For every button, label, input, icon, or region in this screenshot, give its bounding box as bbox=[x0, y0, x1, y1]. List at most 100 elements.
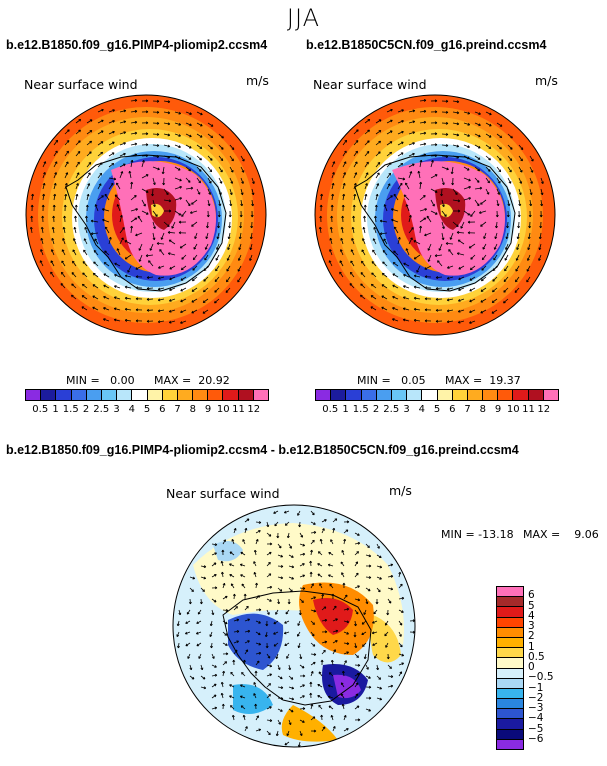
wind-vector-head bbox=[457, 199, 461, 203]
wind-vector bbox=[469, 298, 476, 302]
wind-vector-head bbox=[30, 215, 34, 219]
wind-vector bbox=[340, 693, 345, 699]
wind-vector-head bbox=[101, 119, 104, 123]
wind-vector bbox=[240, 166, 245, 173]
wind-vector-head bbox=[403, 194, 407, 198]
wind-vector-head bbox=[250, 225, 254, 229]
wind-vector-head bbox=[75, 193, 79, 197]
wind-vector-head bbox=[134, 217, 138, 221]
wind-vector-head bbox=[286, 656, 289, 659]
wind-vector-head bbox=[456, 133, 460, 137]
wind-vector bbox=[376, 664, 379, 670]
wind-vector-head bbox=[227, 236, 231, 240]
wind-vector-head bbox=[284, 621, 287, 624]
wind-vector-head bbox=[324, 640, 328, 644]
wind-vector bbox=[277, 576, 283, 579]
wind-vector-head bbox=[103, 273, 107, 277]
wind-vector-head bbox=[363, 215, 367, 219]
wind-vector-head bbox=[189, 123, 192, 127]
wind-vector-head bbox=[179, 197, 183, 200]
wind-speed-region bbox=[281, 705, 338, 742]
wind-vector-head bbox=[155, 214, 158, 217]
wind-vector bbox=[437, 260, 443, 267]
wind-vector bbox=[83, 249, 88, 256]
wind-vector-head bbox=[387, 183, 391, 186]
wind-vector-head bbox=[480, 289, 484, 292]
wind-vector-head bbox=[83, 238, 87, 241]
wind-vector-head bbox=[224, 633, 228, 636]
wind-vector-head bbox=[218, 203, 222, 207]
wind-vector-head bbox=[244, 527, 248, 531]
wind-vector-head bbox=[167, 224, 170, 228]
wind-vector-head bbox=[361, 621, 365, 625]
wind-vector bbox=[375, 140, 381, 146]
wind-vector bbox=[342, 161, 347, 168]
wind-vector bbox=[364, 215, 366, 223]
wind-vector-head bbox=[378, 677, 382, 680]
wind-vector bbox=[418, 171, 421, 179]
map-boundary bbox=[25, 94, 267, 336]
colorbar-tick-label: 6 bbox=[159, 404, 166, 415]
wind-vector bbox=[189, 664, 192, 670]
wind-vector bbox=[299, 664, 305, 669]
wind-vector bbox=[364, 183, 368, 190]
wind-vector bbox=[141, 188, 149, 193]
wind-vector bbox=[398, 583, 403, 589]
wind-vector bbox=[273, 631, 279, 635]
wind-vector bbox=[229, 144, 235, 150]
wind-vector-head bbox=[320, 659, 324, 663]
wind-vector bbox=[318, 551, 323, 556]
wind-vector bbox=[119, 237, 124, 245]
wind-vector-head bbox=[451, 182, 455, 186]
wind-vector bbox=[181, 265, 187, 271]
wind-vector bbox=[177, 642, 180, 649]
wind-vector bbox=[163, 122, 170, 125]
wind-vector bbox=[398, 572, 401, 578]
wind-vector-head bbox=[123, 142, 126, 145]
wind-vector bbox=[331, 172, 335, 179]
wind-vector bbox=[394, 226, 399, 234]
wind-vector-head bbox=[277, 601, 281, 605]
wind-vector bbox=[137, 215, 143, 223]
wind-vector-head bbox=[457, 239, 461, 243]
wind-vector-head bbox=[219, 181, 223, 184]
wind-vector bbox=[196, 133, 203, 138]
wind-vector-head bbox=[416, 270, 419, 273]
wind-vector bbox=[217, 232, 220, 239]
wind-vector bbox=[365, 664, 369, 670]
wind-vector bbox=[527, 243, 531, 250]
wind-vector bbox=[310, 531, 317, 534]
wind-vector bbox=[329, 238, 333, 245]
wind-vector-head bbox=[124, 318, 128, 322]
wind-vector bbox=[63, 227, 66, 234]
wind-vector bbox=[185, 111, 192, 115]
wind-vector-head bbox=[383, 204, 387, 207]
wind-vector bbox=[299, 532, 303, 538]
wind-vector bbox=[371, 272, 377, 278]
wind-vector bbox=[419, 208, 427, 212]
wind-vector bbox=[463, 144, 470, 148]
wind-vector-head bbox=[328, 574, 331, 578]
wind-vector-head bbox=[399, 671, 403, 674]
wind-vector-head bbox=[376, 667, 380, 671]
wind-vector bbox=[288, 565, 294, 568]
wind-vector-head bbox=[361, 260, 364, 264]
wind-vector bbox=[397, 152, 404, 157]
wind-vector-head bbox=[313, 609, 317, 613]
wind-vector-head bbox=[392, 284, 395, 288]
wind-vector bbox=[331, 161, 335, 168]
wind-vector bbox=[40, 238, 44, 245]
wind-vector-head bbox=[188, 601, 192, 605]
wind-vector-head bbox=[400, 162, 404, 166]
wind-vector-head bbox=[386, 656, 390, 660]
wind-vector bbox=[211, 653, 215, 659]
wind-vector-head bbox=[478, 211, 482, 214]
wind-vector bbox=[375, 130, 382, 135]
wind-vector-head bbox=[355, 572, 359, 576]
wind-vector-head bbox=[52, 204, 56, 208]
wind-vector-head bbox=[356, 655, 359, 658]
wind-vector-head bbox=[479, 186, 483, 190]
wind-vector bbox=[82, 261, 88, 267]
wind-vector-head bbox=[495, 225, 498, 229]
colorbar-tick-label: −6 bbox=[528, 732, 544, 745]
